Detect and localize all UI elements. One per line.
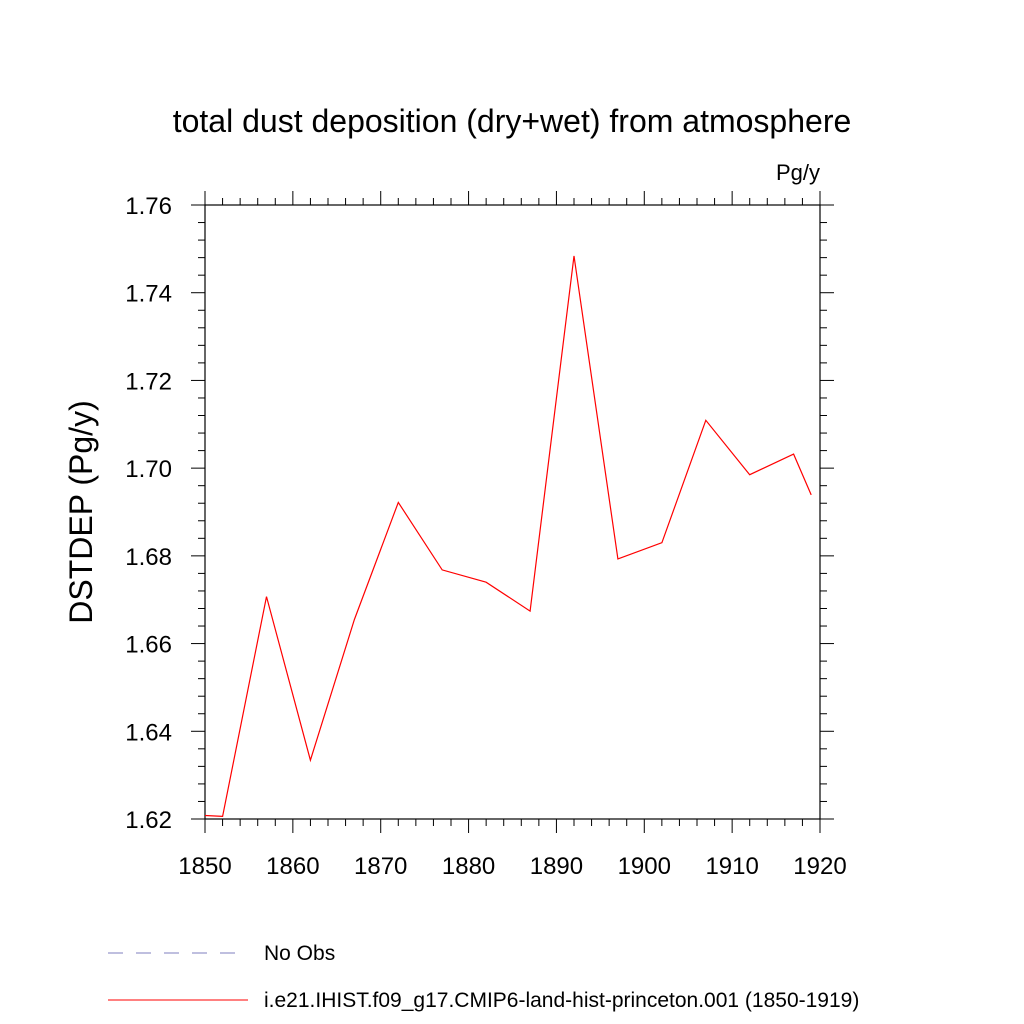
y-tick-label: 1.72 xyxy=(125,368,172,395)
x-tick-label: 1920 xyxy=(793,853,846,880)
x-tick-label: 1910 xyxy=(705,853,758,880)
y-tick-label: 1.64 xyxy=(125,719,172,746)
x-tick-label: 1870 xyxy=(354,853,407,880)
x-tick-label: 1900 xyxy=(618,853,671,880)
y-tick-label: 1.66 xyxy=(125,632,172,659)
x-tick-label: 1850 xyxy=(178,853,231,880)
legend: No Obs i.e21.IHIST.f09_g17.CMIP6-land-his… xyxy=(108,942,859,1012)
units-label: Pg/y xyxy=(776,160,820,185)
y-tick-label: 1.74 xyxy=(125,281,172,308)
series-group xyxy=(204,255,812,818)
legend-label: No Obs xyxy=(264,942,335,965)
chart-title: total dust deposition (dry+wet) from atm… xyxy=(173,103,852,139)
x-tick-label: 1880 xyxy=(442,853,495,880)
y-tick-label: 1.70 xyxy=(125,456,172,483)
y-tick-label: 1.68 xyxy=(125,544,172,571)
y-tick-label: 1.62 xyxy=(125,807,172,834)
series-line xyxy=(204,255,812,818)
axis-ticks xyxy=(191,191,834,833)
y-tick-labels: 1.62 1.64 1.66 1.68 1.70 1.72 1.74 1.76 xyxy=(125,193,172,834)
x-tick-label: 1890 xyxy=(530,853,583,880)
y-axis-label: DSTDEP (Pg/y) xyxy=(63,400,99,623)
x-tick-labels: 1850 1860 1870 1880 1890 1900 1910 1920 xyxy=(178,853,846,880)
legend-label: i.e21.IHIST.f09_g17.CMIP6-land-hist-prin… xyxy=(264,989,859,1012)
plot-frame xyxy=(204,204,821,820)
x-tick-label: 1860 xyxy=(266,853,319,880)
y-tick-label: 1.76 xyxy=(125,193,172,220)
